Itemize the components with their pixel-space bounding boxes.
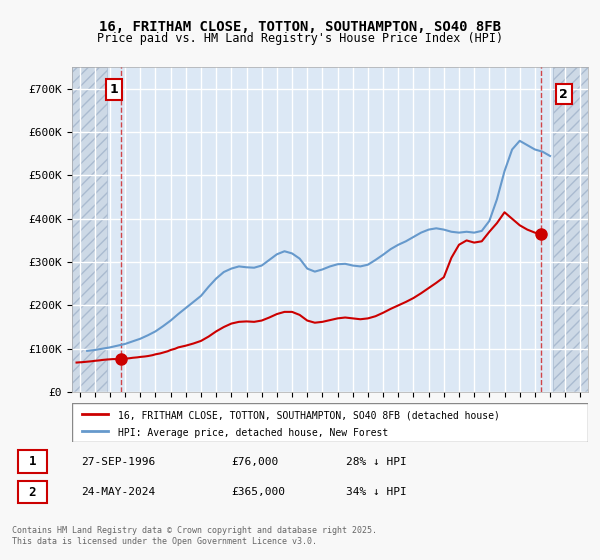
- FancyBboxPatch shape: [18, 481, 47, 503]
- Text: 24-MAY-2024: 24-MAY-2024: [81, 487, 155, 497]
- Bar: [72, 67, 107, 392]
- Text: 1: 1: [28, 455, 36, 468]
- Bar: [553, 67, 588, 392]
- FancyBboxPatch shape: [18, 450, 47, 473]
- Text: £76,000: £76,000: [231, 456, 278, 466]
- Text: HPI: Average price, detached house, New Forest: HPI: Average price, detached house, New …: [118, 428, 389, 438]
- FancyBboxPatch shape: [72, 403, 588, 442]
- Text: 28% ↓ HPI: 28% ↓ HPI: [346, 456, 407, 466]
- Text: 27-SEP-1996: 27-SEP-1996: [81, 456, 155, 466]
- Text: 34% ↓ HPI: 34% ↓ HPI: [346, 487, 407, 497]
- Text: 1: 1: [109, 83, 118, 96]
- Bar: [553, 67, 588, 392]
- Text: £365,000: £365,000: [231, 487, 285, 497]
- Text: 2: 2: [559, 87, 568, 100]
- Text: Contains HM Land Registry data © Crown copyright and database right 2025.
This d: Contains HM Land Registry data © Crown c…: [12, 526, 377, 546]
- Text: Price paid vs. HM Land Registry's House Price Index (HPI): Price paid vs. HM Land Registry's House …: [97, 32, 503, 45]
- Bar: [72, 67, 107, 392]
- Text: 16, FRITHAM CLOSE, TOTTON, SOUTHAMPTON, SO40 8FB (detached house): 16, FRITHAM CLOSE, TOTTON, SOUTHAMPTON, …: [118, 410, 500, 421]
- Text: 2: 2: [28, 486, 36, 499]
- Text: 16, FRITHAM CLOSE, TOTTON, SOUTHAMPTON, SO40 8FB: 16, FRITHAM CLOSE, TOTTON, SOUTHAMPTON, …: [99, 20, 501, 34]
